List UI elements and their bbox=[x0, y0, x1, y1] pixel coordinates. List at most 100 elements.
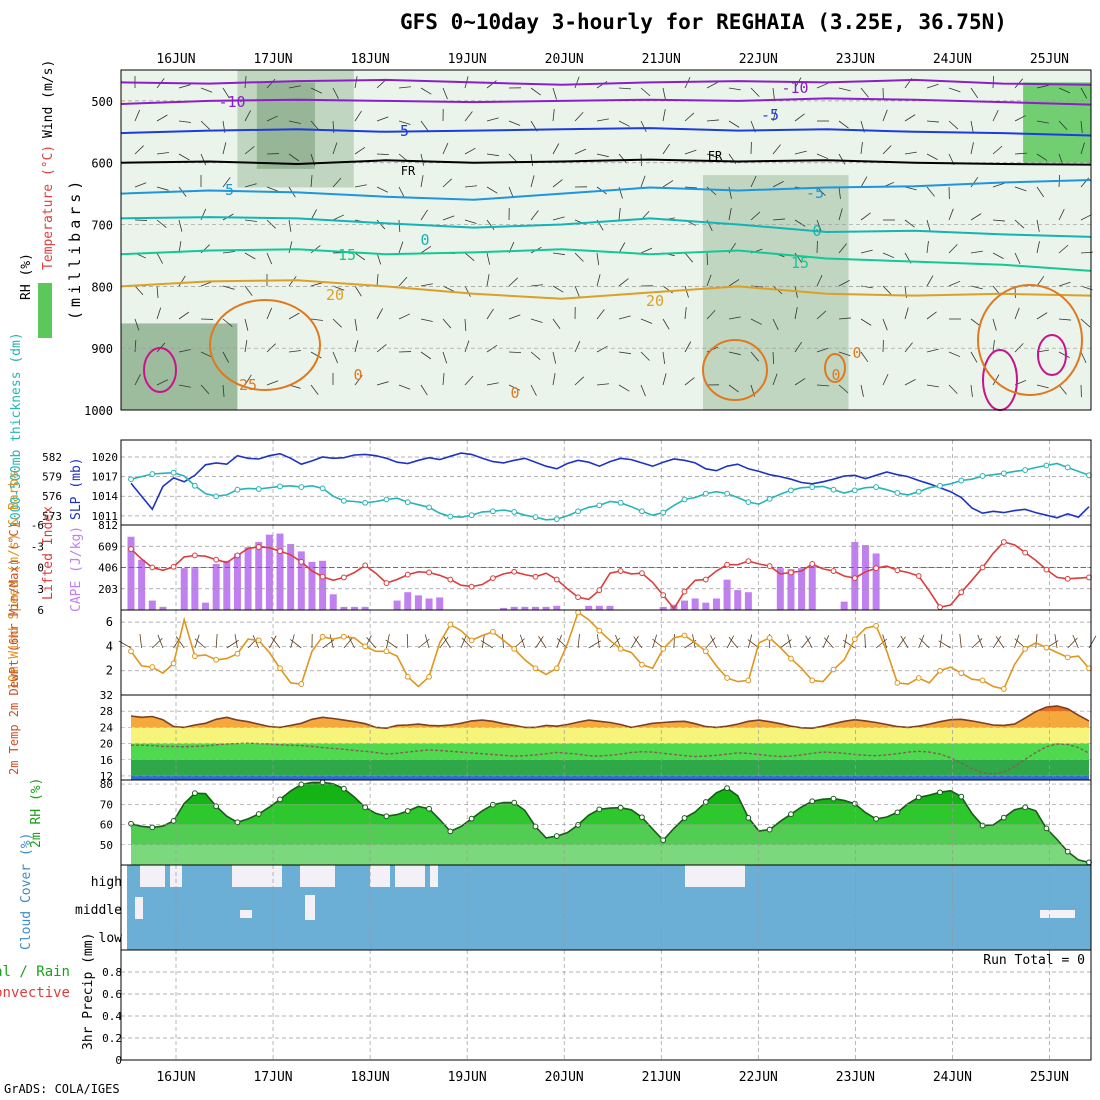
wind-speed-line-marker bbox=[404, 673, 411, 680]
cape-bar bbox=[691, 598, 699, 610]
slp-line bbox=[130, 452, 1090, 519]
wind-barb bbox=[156, 285, 159, 298]
lifted-index-line-marker bbox=[830, 568, 837, 574]
rh-band bbox=[131, 784, 1089, 805]
wind-barb bbox=[728, 87, 741, 91]
pressure-side-labels: RH (%) Temperature (°C) Wind (m/s) (milliba… bbox=[19, 60, 84, 338]
rh-line-marker bbox=[809, 798, 816, 805]
wind-barb bbox=[640, 175, 646, 188]
thickness-line-marker bbox=[319, 485, 326, 492]
thickness-line-marker bbox=[1022, 467, 1029, 473]
wind-barb bbox=[310, 282, 323, 287]
isotherm-line bbox=[120, 216, 1092, 238]
thickness-line-marker bbox=[362, 499, 369, 506]
x-tick-label-bottom: 21JUN bbox=[642, 1070, 681, 1085]
rh-line-marker bbox=[1043, 825, 1050, 832]
wind-barb bbox=[552, 179, 563, 188]
isotherm-line bbox=[120, 158, 1092, 166]
wind-barb bbox=[175, 636, 185, 649]
wind-barb bbox=[822, 635, 830, 649]
wind-barb bbox=[222, 251, 235, 254]
contour-label: 20 bbox=[326, 286, 344, 304]
cape-bar bbox=[723, 579, 731, 610]
rh-line-marker bbox=[958, 793, 965, 800]
precip-axis-label: 3hr Precip (mm) bbox=[81, 933, 96, 1050]
y-tick-label-right: 1011 bbox=[92, 510, 119, 523]
x-tick-label-top: 24JUN bbox=[933, 52, 972, 67]
wind-barb bbox=[596, 309, 605, 320]
wind-barb bbox=[710, 635, 717, 649]
wind-barb bbox=[530, 284, 543, 287]
wind-barb bbox=[728, 279, 740, 287]
isotherm-closed-contour bbox=[977, 284, 1083, 396]
wind-barb bbox=[222, 87, 230, 99]
thickness-line-marker bbox=[724, 490, 730, 497]
wind-barb bbox=[178, 311, 190, 320]
wind-speed-line-marker bbox=[340, 633, 347, 640]
wind-barb bbox=[271, 636, 281, 649]
cape-bar bbox=[148, 600, 156, 610]
rh-line-marker bbox=[234, 819, 241, 826]
rh-line-marker bbox=[873, 815, 880, 822]
cape-bar bbox=[744, 592, 752, 610]
wind-barb bbox=[640, 120, 647, 132]
wind-barb bbox=[464, 147, 476, 155]
temperature-band bbox=[131, 743, 1089, 760]
cape-bar bbox=[297, 551, 305, 610]
wind-barb bbox=[970, 142, 974, 155]
isotherm-line bbox=[120, 248, 1092, 272]
wind-barb bbox=[1014, 343, 1024, 353]
cape-bar bbox=[233, 553, 241, 610]
wind-speed-line-marker bbox=[788, 655, 794, 662]
wind-speed-line-marker bbox=[766, 635, 773, 641]
contour-label: -5 bbox=[761, 106, 779, 124]
isotherm-closed-contour bbox=[824, 353, 846, 383]
wind-barb bbox=[530, 384, 537, 396]
wind-barb bbox=[310, 384, 319, 395]
wind-barb bbox=[596, 345, 608, 353]
wind-speed-line-marker bbox=[1064, 654, 1071, 661]
wind-barb bbox=[970, 120, 974, 133]
wind-speed-line-marker bbox=[213, 656, 220, 663]
wind-barb bbox=[948, 351, 961, 358]
wind-speed-line-marker bbox=[702, 648, 709, 655]
wind-speed-line-marker bbox=[575, 609, 581, 616]
wind-barb bbox=[1058, 384, 1067, 395]
cape-bar bbox=[681, 600, 689, 610]
wind-barb bbox=[420, 209, 428, 221]
y-tick-label-left: 573 bbox=[42, 510, 62, 523]
lifted-index-line-marker bbox=[596, 587, 603, 594]
wind-barb bbox=[310, 318, 323, 321]
cape-bar bbox=[531, 606, 539, 610]
lifted-index-line-marker bbox=[979, 564, 986, 571]
cape-bar bbox=[276, 533, 284, 610]
y-tick-label: 4 bbox=[106, 639, 113, 653]
wind-barb bbox=[618, 278, 629, 287]
wind-barb bbox=[354, 110, 362, 122]
wind-barb bbox=[552, 351, 557, 364]
wind-barb bbox=[329, 634, 334, 649]
wind-barb bbox=[596, 383, 609, 386]
wind-barb bbox=[882, 252, 895, 259]
wind-barb bbox=[684, 112, 695, 122]
rh-line-marker bbox=[255, 811, 262, 817]
rh-line-marker bbox=[596, 806, 603, 813]
rh-line-marker bbox=[170, 817, 177, 824]
wind-barb bbox=[376, 153, 390, 156]
wind-barb bbox=[178, 275, 186, 287]
wind-barb bbox=[662, 373, 667, 386]
wind-barb bbox=[376, 252, 382, 265]
wind-barb bbox=[1080, 120, 1083, 133]
wind-barb bbox=[1088, 635, 1097, 649]
x-tick-label-bottom: 20JUN bbox=[545, 1070, 584, 1085]
cloud-clearing bbox=[685, 865, 745, 887]
thickness-line-marker bbox=[149, 471, 156, 477]
wind-barb bbox=[926, 384, 939, 388]
lifted-index-line-marker bbox=[788, 569, 794, 576]
wind-barb bbox=[442, 373, 445, 386]
wind-barb bbox=[926, 83, 939, 89]
y-tick-label: 700 bbox=[91, 219, 113, 233]
wind-barb bbox=[706, 252, 709, 266]
y-tick-label: 0.6 bbox=[102, 988, 122, 1001]
